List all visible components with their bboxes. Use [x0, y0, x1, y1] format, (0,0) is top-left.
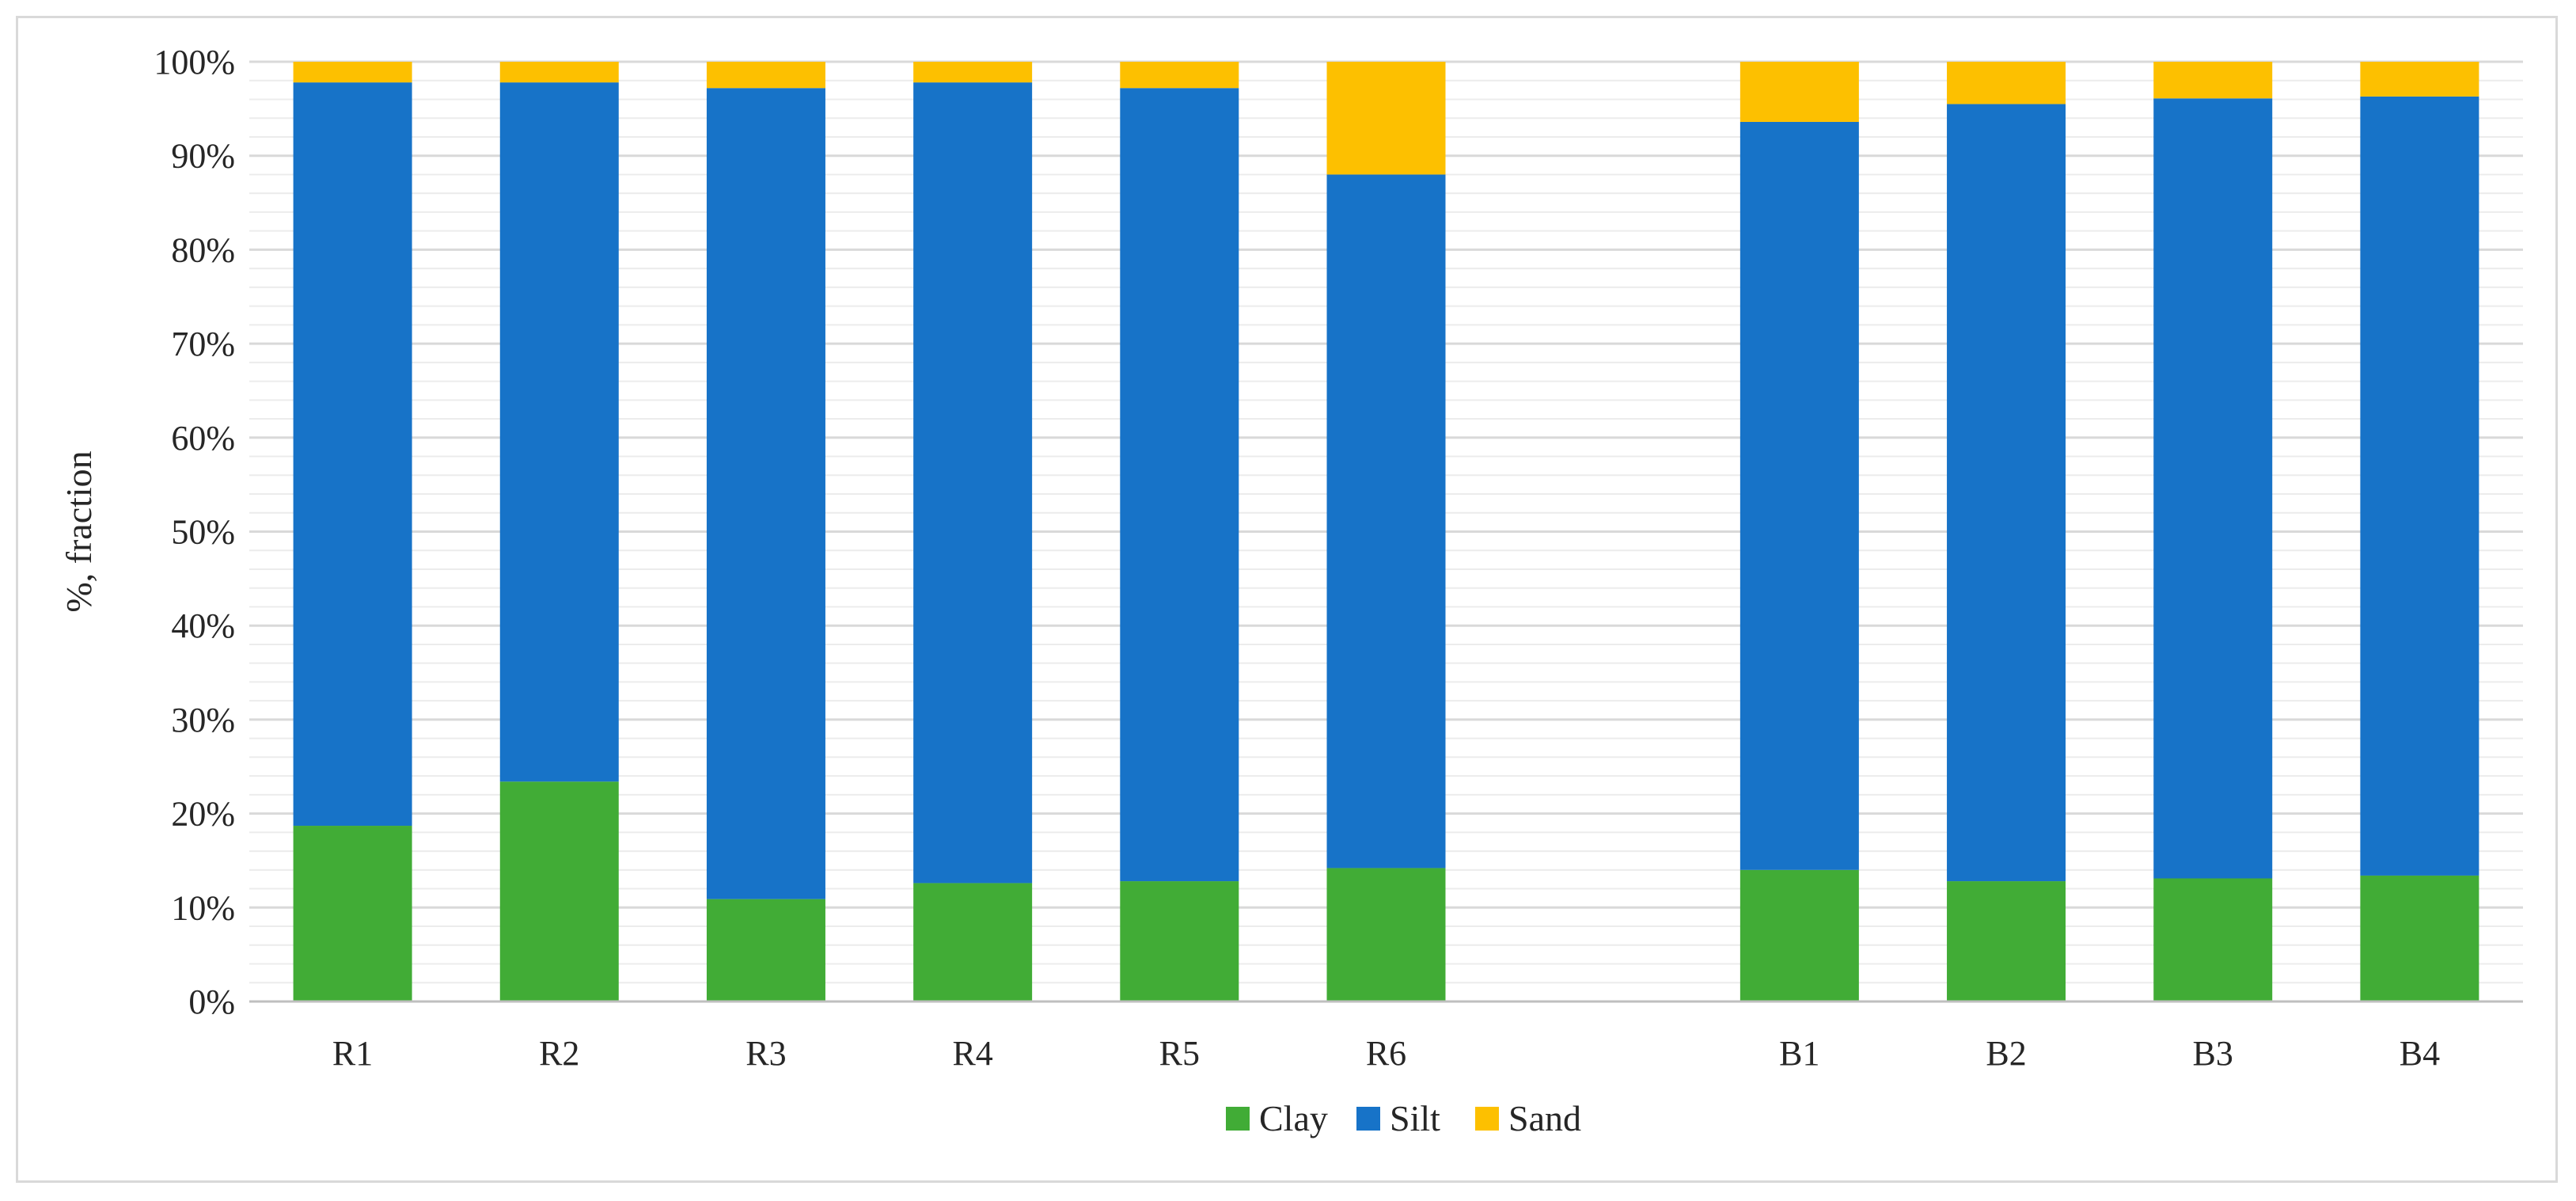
y-tick-label: 30%: [171, 701, 235, 739]
x-tick-label: B2: [1986, 1034, 2026, 1073]
bar-clay-r1: [293, 826, 412, 1001]
y-tick-label: 10%: [171, 888, 235, 927]
y-tick-label: 40%: [171, 606, 235, 645]
x-tick-label: R4: [952, 1034, 992, 1073]
y-tick-label: 100%: [154, 43, 235, 82]
y-tick-label: 90%: [171, 137, 235, 176]
bar-sand-r1: [293, 62, 412, 83]
bar-silt-b4: [2360, 96, 2479, 876]
bar-clay-r3: [706, 899, 825, 1001]
x-tick-label: B4: [2400, 1034, 2440, 1073]
bar-silt-r3: [706, 88, 825, 899]
x-tick-label: B3: [2193, 1034, 2233, 1073]
bar-clay-r4: [913, 883, 1033, 1001]
bar-clay-r6: [1326, 868, 1446, 1001]
bar-sand-r2: [499, 62, 619, 83]
legend-label-sand: Sand: [1508, 1098, 1581, 1138]
x-tick-labels: R1 R2 R3 R4 R5 R6 B1 B2 B3 B4: [332, 1034, 2440, 1073]
bar-sand-r3: [706, 62, 825, 89]
y-tick-label: 0%: [188, 982, 235, 1021]
bar-clay-b1: [1739, 869, 1859, 1001]
y-axis-title: %, fraction: [59, 450, 99, 612]
legend: Clay Silt Sand: [1226, 1098, 1581, 1138]
y-tick-label: 60%: [171, 419, 235, 458]
bar-clay-r5: [1120, 881, 1239, 1001]
bar-clay-b4: [2360, 875, 2479, 1001]
x-tick-label: R2: [539, 1034, 579, 1073]
y-tick-label: 70%: [171, 325, 235, 363]
y-tick-label: 20%: [171, 795, 235, 834]
bar-clay-b3: [2153, 878, 2273, 1001]
bar-clay-b2: [1947, 881, 2066, 1001]
bar-sand-b3: [2153, 62, 2273, 99]
bar-sand-b1: [1739, 62, 1859, 122]
y-tick-label: 50%: [171, 513, 235, 552]
bar-sand-r6: [1326, 62, 1446, 175]
bar-silt-r5: [1120, 88, 1239, 882]
bar-silt-r4: [913, 82, 1033, 884]
x-tick-label: R6: [1366, 1034, 1406, 1073]
legend-label-clay: Clay: [1259, 1098, 1328, 1138]
bar-sand-b2: [1947, 62, 2066, 105]
bar-silt-b2: [1947, 104, 2066, 882]
bar-clay-r2: [499, 781, 619, 1001]
bar-silt-r1: [293, 82, 412, 827]
stacked-bar-chart: 0% 10% 20% 30% 40% 50% 60% 70% 80% 90% 100% R1 R2 R3…: [59, 43, 2523, 1138]
x-tick-label: B1: [1779, 1034, 1819, 1073]
bar-sand-b4: [2360, 62, 2479, 97]
x-tick-label: R5: [1159, 1034, 1200, 1073]
legend-swatch-sand: [1475, 1107, 1499, 1131]
x-tick-label: R3: [745, 1034, 786, 1073]
bar-silt-r6: [1326, 174, 1446, 868]
legend-swatch-clay: [1226, 1107, 1250, 1131]
bar-silt-b3: [2153, 98, 2273, 879]
bar-silt-r2: [499, 82, 619, 782]
bar-silt-b1: [1739, 121, 1859, 870]
legend-swatch-silt: [1356, 1107, 1380, 1131]
y-tick-labels: 0% 10% 20% 30% 40% 50% 60% 70% 80% 90% 100%: [154, 43, 235, 1021]
bar-sand-r4: [913, 62, 1033, 83]
legend-label-silt: Silt: [1390, 1098, 1440, 1138]
bar-sand-r5: [1120, 62, 1239, 89]
chart-frame: 0% 10% 20% 30% 40% 50% 60% 70% 80% 90% 100% R1 R2 R3…: [16, 16, 2558, 1183]
x-tick-label: R1: [332, 1034, 373, 1073]
y-tick-label: 80%: [171, 230, 235, 269]
bars: [293, 62, 2479, 1001]
